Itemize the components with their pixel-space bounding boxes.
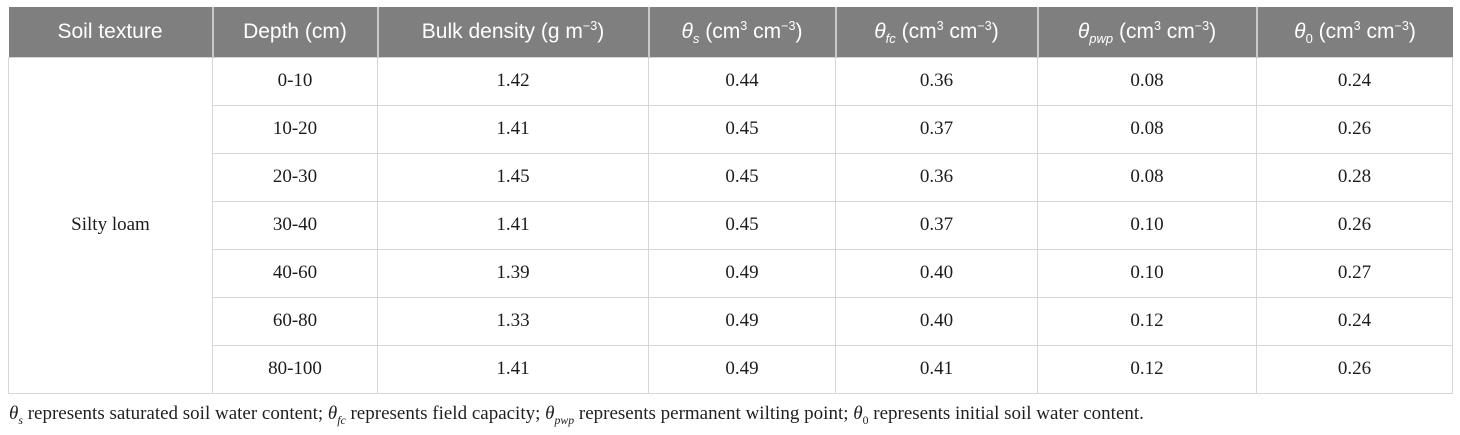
cell-theta-pwp: 0.12 [1037,344,1257,394]
cell-theta-fc: 0.37 [835,200,1038,250]
cell-theta-pwp: 0.10 [1037,200,1257,250]
table-row: Silty loam 0-10 1.42 0.44 0.36 0.08 0.24 [8,56,1453,394]
cell-depth: 20-30 [212,152,378,202]
cell-theta-fc: 0.36 [835,152,1038,202]
cell-theta-s: 0.45 [648,200,836,250]
cell-theta-0: 0.26 [1256,200,1453,250]
soil-properties-table: Soil texture Depth (cm) Bulk density (g … [8,7,1453,394]
table-row: 80-100 1.41 0.49 0.41 0.12 0.26 [9,344,1453,394]
cell-bulk-density: 1.41 [377,200,649,250]
cell-theta-pwp: 0.08 [1037,56,1257,106]
cell-theta-0: 0.24 [1256,296,1453,346]
cell-theta-pwp: 0.08 [1037,152,1257,202]
page: Soil texture Depth (cm) Bulk density (g … [8,7,1453,427]
cell-theta-s: 0.49 [648,344,836,394]
cell-bulk-density: 1.45 [377,152,649,202]
table-row: 30-40 1.41 0.45 0.37 0.10 0.26 [9,200,1453,250]
cell-theta-s: 0.49 [648,296,836,346]
cell-theta-0: 0.26 [1256,344,1453,394]
cell-bulk-density: 1.41 [377,104,649,154]
table-body: Silty loam 0-10 1.42 0.44 0.36 0.08 0.24 10-20 1… [8,56,1453,394]
column-header-theta-s: θs (cm3 cm−3) [647,7,836,57]
cell-theta-fc: 0.36 [835,56,1038,106]
cell-depth: 80-100 [212,344,378,394]
table-row: 40-60 1.39 0.49 0.40 0.10 0.27 [9,248,1453,298]
cell-bulk-density: 1.33 [377,296,649,346]
cell-bulk-density: 1.42 [377,56,649,106]
cell-theta-s: 0.49 [648,248,836,298]
cell-theta-s: 0.45 [648,104,836,154]
cell-depth: 40-60 [212,248,378,298]
cell-theta-fc: 0.40 [835,248,1038,298]
cell-depth: 0-10 [212,56,378,106]
cell-theta-pwp: 0.12 [1037,296,1257,346]
cell-theta-pwp: 0.10 [1037,248,1257,298]
cell-theta-pwp: 0.08 [1037,104,1257,154]
column-header-theta-fc: θfc (cm3 cm−3) [834,7,1038,57]
table-row: 60-80 1.33 0.49 0.40 0.12 0.24 [9,296,1453,346]
cell-bulk-density: 1.39 [377,248,649,298]
column-header-theta-0: θ0 (cm3 cm−3) [1255,7,1453,57]
cell-theta-0: 0.28 [1256,152,1453,202]
cell-theta-0: 0.26 [1256,104,1453,154]
cell-theta-fc: 0.37 [835,104,1038,154]
header-row: Soil texture Depth (cm) Bulk density (g … [8,7,1453,57]
cell-bulk-density: 1.41 [377,344,649,394]
cell-theta-s: 0.44 [648,56,836,106]
table-row: 20-30 1.45 0.45 0.36 0.08 0.28 [9,152,1453,202]
column-header-soil-texture: Soil texture [8,7,213,57]
cell-theta-s: 0.45 [648,152,836,202]
table-row: 10-20 1.41 0.45 0.37 0.08 0.26 [9,104,1453,154]
cell-theta-0: 0.24 [1256,56,1453,106]
table-footnote: θs represents saturated soil water conte… [9,402,1144,427]
cell-theta-fc: 0.41 [835,344,1038,394]
cell-theta-fc: 0.40 [835,296,1038,346]
column-header-depth: Depth (cm) [211,7,378,57]
cell-depth: 30-40 [212,200,378,250]
cell-depth: 10-20 [212,104,378,154]
table-header: Soil texture Depth (cm) Bulk density (g … [8,7,1453,57]
cell-theta-0: 0.27 [1256,248,1453,298]
column-header-bulk-density: Bulk density (g m−3) [376,7,649,57]
soil-texture-cell: Silty loam [8,56,213,394]
cell-depth: 60-80 [212,296,378,346]
column-header-theta-pwp: θpwp (cm3 cm−3) [1036,7,1257,57]
